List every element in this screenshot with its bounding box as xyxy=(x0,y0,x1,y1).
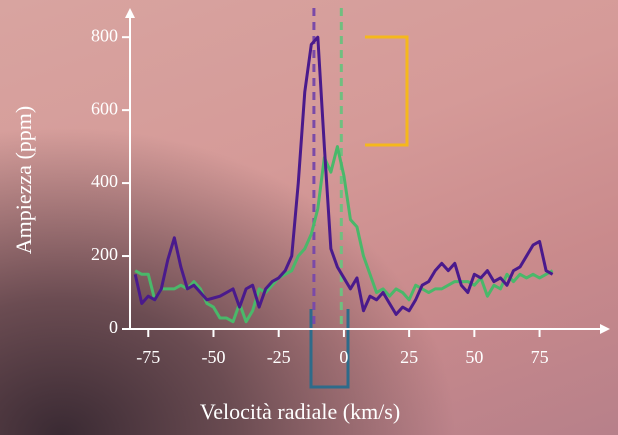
x-tick-label: -25 xyxy=(267,347,291,367)
x-axis-label: Velocità radiale (km/s) xyxy=(200,399,400,424)
x-tick-label: -50 xyxy=(201,347,225,367)
y-tick-label: 600 xyxy=(91,98,118,118)
x-axis-arrow xyxy=(600,324,610,334)
bracket-blue xyxy=(309,309,350,389)
x-tick-label: 0 xyxy=(339,347,348,367)
y-tick-label: 200 xyxy=(91,244,118,264)
series-line xyxy=(134,145,554,324)
y-tick-label: 400 xyxy=(91,171,118,191)
y-tick-label: 0 xyxy=(109,317,118,337)
x-tick-label: 25 xyxy=(400,347,418,367)
bracket-yellow xyxy=(365,35,409,147)
x-tick-label: 50 xyxy=(465,347,483,367)
y-tick-label: 800 xyxy=(91,25,118,45)
series-line xyxy=(133,35,554,316)
y-axis-arrow xyxy=(125,8,135,18)
x-tick-label: -75 xyxy=(136,347,160,367)
x-tick-label: 75 xyxy=(531,347,549,367)
y-axis-label: Ampiezza (ppm) xyxy=(11,106,36,254)
